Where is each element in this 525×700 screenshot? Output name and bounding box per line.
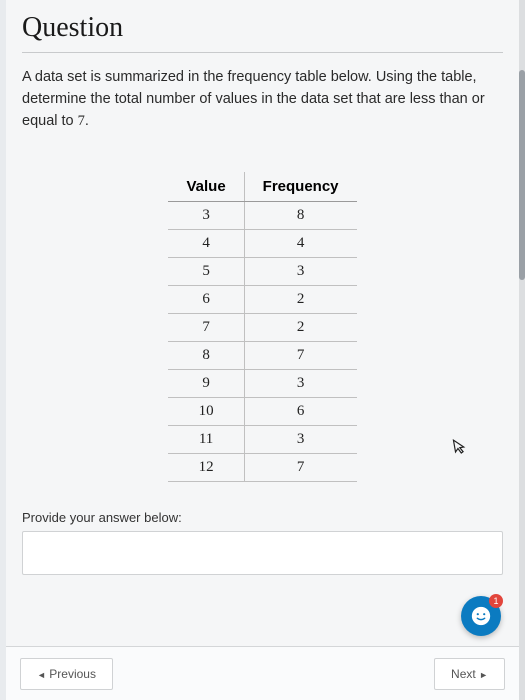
table-row: 62 xyxy=(168,286,356,314)
previous-button[interactable]: ◄ Previous xyxy=(20,658,113,690)
chat-button[interactable]: 1 xyxy=(461,596,501,636)
prompt-text-end: . xyxy=(85,113,89,129)
table-row: 53 xyxy=(168,258,356,286)
table-row: 93 xyxy=(168,370,356,398)
cursor-icon xyxy=(451,437,470,460)
answer-label: Provide your answer below: xyxy=(22,492,503,531)
chat-icon xyxy=(470,605,492,627)
question-heading: Question xyxy=(22,0,503,53)
question-page: Question A data set is summarized in the… xyxy=(6,0,519,700)
answer-input[interactable] xyxy=(22,531,503,575)
nav-bar: ◄ Previous Next ► xyxy=(6,646,519,700)
table-header-frequency: Frequency xyxy=(244,172,356,202)
next-label: Next xyxy=(451,667,476,681)
prompt-number: 7 xyxy=(78,113,85,129)
table-row: 113 xyxy=(168,426,356,454)
frequency-table-wrap: Value Frequency 38 44 53 62 72 87 93 106… xyxy=(22,142,503,492)
frequency-table: Value Frequency 38 44 53 62 72 87 93 106… xyxy=(168,172,356,482)
table-row: 127 xyxy=(168,454,356,482)
table-row: 87 xyxy=(168,342,356,370)
scrollbar-thumb[interactable] xyxy=(519,70,525,280)
previous-label: Previous xyxy=(49,667,96,681)
prompt-text: A data set is summarized in the frequenc… xyxy=(22,69,485,129)
table-row: 38 xyxy=(168,202,356,230)
chat-badge: 1 xyxy=(489,594,503,608)
chevron-right-icon: ► xyxy=(479,670,488,680)
next-button[interactable]: Next ► xyxy=(434,658,505,690)
chevron-left-icon: ◄ xyxy=(37,670,46,680)
table-header-value: Value xyxy=(168,172,244,202)
question-prompt: A data set is summarized in the frequenc… xyxy=(22,53,503,142)
table-row: 72 xyxy=(168,314,356,342)
table-row: 44 xyxy=(168,230,356,258)
table-row: 106 xyxy=(168,398,356,426)
